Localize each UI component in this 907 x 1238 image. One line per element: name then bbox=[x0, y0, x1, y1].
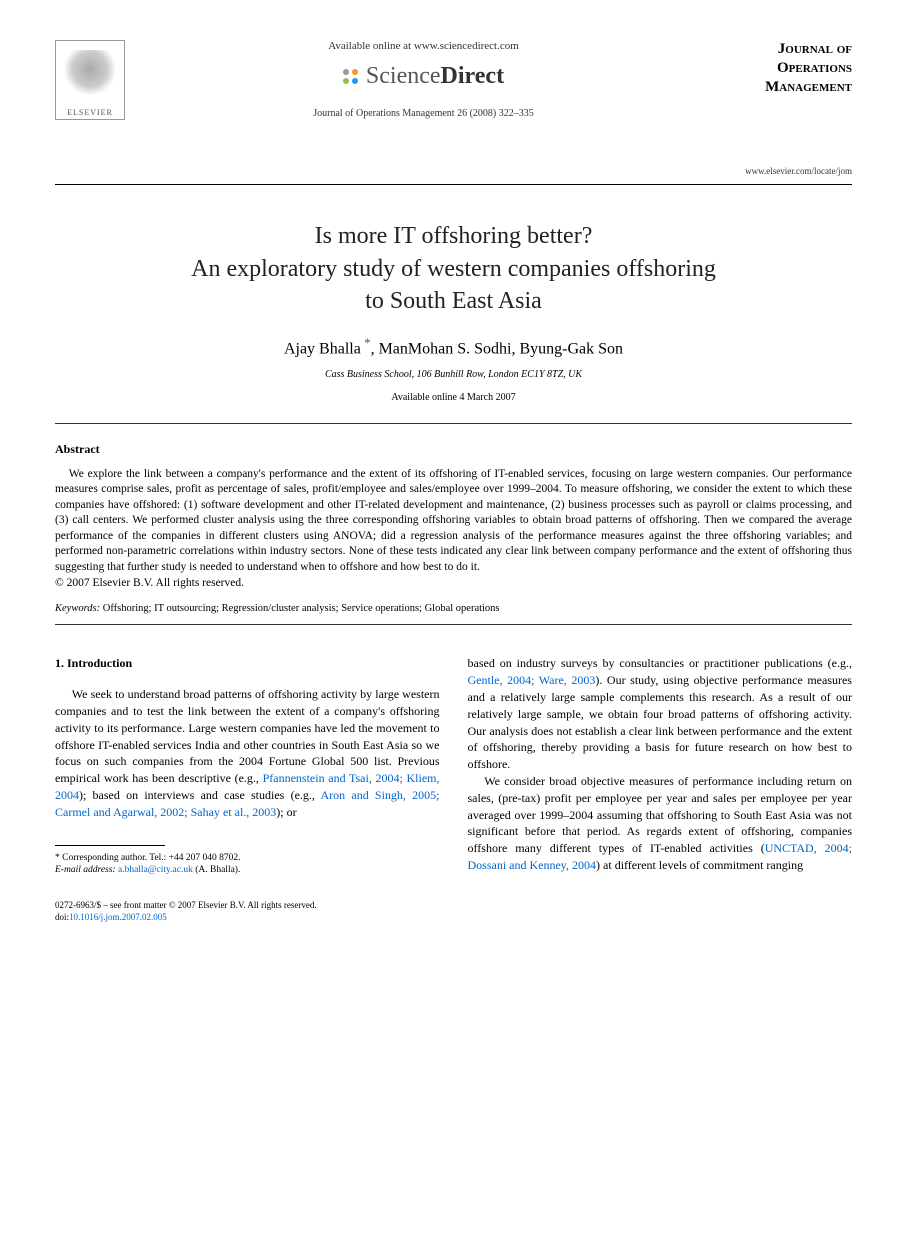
elsevier-tree-icon bbox=[65, 50, 115, 105]
corresponding-author: * Corresponding author. Tel.: +44 207 04… bbox=[55, 852, 440, 865]
corresponding-asterisk-icon: * bbox=[361, 335, 371, 350]
email-line: E-mail address: a.bhalla@city.ac.uk (A. … bbox=[55, 864, 440, 877]
copyright-line: © 2007 Elsevier B.V. All rights reserved… bbox=[55, 577, 852, 589]
affiliation: Cass Business School, 106 Bunhill Row, L… bbox=[55, 369, 852, 380]
publisher-name: ELSEVIER bbox=[67, 108, 113, 117]
keywords-label: Keywords: bbox=[55, 603, 100, 614]
column-right: based on industry surveys by consultanci… bbox=[468, 655, 853, 877]
journal-box: Journal of Operations Management www.els… bbox=[722, 40, 852, 176]
authors: Ajay Bhalla *, ManMohan S. Sodhi, Byung-… bbox=[55, 335, 852, 358]
available-online-text: Available online at www.sciencedirect.co… bbox=[145, 40, 702, 52]
header-row: ELSEVIER Available online at www.science… bbox=[55, 40, 852, 176]
email-link[interactable]: a.bhalla@city.ac.uk bbox=[116, 865, 193, 875]
citation-line: Journal of Operations Management 26 (200… bbox=[145, 108, 702, 119]
abstract-heading: Abstract bbox=[55, 442, 852, 457]
divider bbox=[55, 423, 852, 424]
divider bbox=[55, 184, 852, 185]
intro-para-1-cont: based on industry surveys by consultanci… bbox=[468, 655, 853, 773]
footer: 0272-6963/$ – see front matter © 2007 El… bbox=[55, 899, 852, 923]
doi-link[interactable]: 10.1016/j.jom.2007.02.005 bbox=[69, 912, 167, 922]
body-columns: 1. Introduction We seek to understand br… bbox=[55, 655, 852, 877]
sd-dots-icon bbox=[343, 69, 358, 84]
doi-line: doi:10.1016/j.jom.2007.02.005 bbox=[55, 911, 852, 923]
reference-link[interactable]: Gentle, 2004; Ware, 2003 bbox=[468, 673, 596, 687]
intro-para-2: We consider broad objective measures of … bbox=[468, 773, 853, 874]
center-header: Available online at www.sciencedirect.co… bbox=[125, 40, 722, 119]
abstract-section: Abstract We explore the link between a c… bbox=[55, 442, 852, 590]
title-block: Is more IT offshoring better? An explora… bbox=[55, 220, 852, 317]
column-left: 1. Introduction We seek to understand br… bbox=[55, 655, 440, 877]
sciencedirect-logo: ScienceDirect bbox=[343, 63, 504, 90]
front-matter-line: 0272-6963/$ – see front matter © 2007 El… bbox=[55, 899, 852, 911]
sd-brand-text: ScienceDirect bbox=[366, 63, 504, 90]
section-heading: 1. Introduction bbox=[55, 655, 440, 672]
footnote-separator bbox=[55, 845, 165, 846]
elsevier-logo: ELSEVIER bbox=[55, 40, 125, 120]
abstract-text: We explore the link between a company's … bbox=[55, 467, 852, 576]
journal-url[interactable]: www.elsevier.com/locate/jom bbox=[722, 166, 852, 176]
paper-title: Is more IT offshoring better? An explora… bbox=[55, 220, 852, 317]
footnote: * Corresponding author. Tel.: +44 207 04… bbox=[55, 852, 440, 878]
journal-title: Journal of Operations Management bbox=[722, 40, 852, 96]
keywords-text: Offshoring; IT outsourcing; Regression/c… bbox=[100, 603, 499, 614]
divider bbox=[55, 624, 852, 625]
available-date: Available online 4 March 2007 bbox=[55, 392, 852, 403]
intro-para-1: We seek to understand broad patterns of … bbox=[55, 686, 440, 820]
keywords: Keywords: Offshoring; IT outsourcing; Re… bbox=[55, 603, 852, 614]
